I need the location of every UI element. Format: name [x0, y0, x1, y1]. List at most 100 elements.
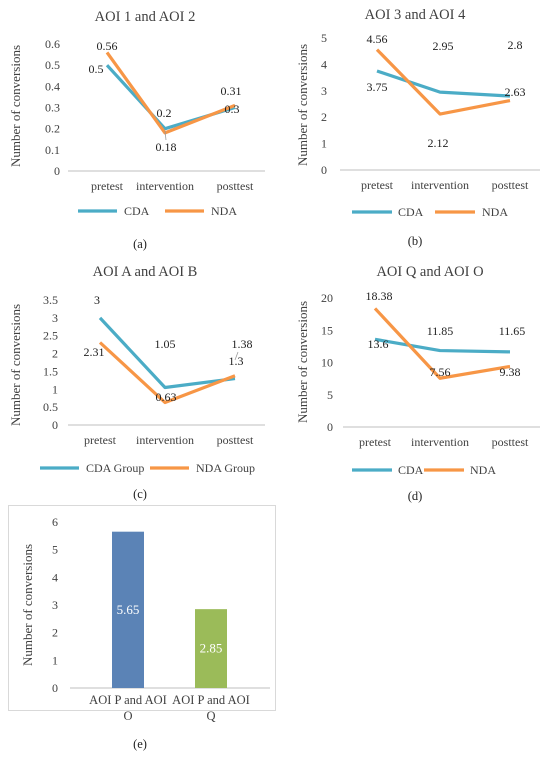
chart-a-ytick-label: 0 — [54, 164, 60, 178]
chart-b-ytick-label: 1 — [321, 137, 327, 151]
chart-c-series-line-0 — [98, 316, 236, 390]
chart-b: AOI 3 and AOI 4 Number of conversions 0 1… — [295, 7, 540, 248]
chart-c-labels: 3 1.05 1.3 2.31 0.63 1.38 — [84, 293, 253, 404]
chart-d-ylabel: Number of conversions — [295, 301, 310, 423]
chart-a-caption: (a) — [133, 237, 147, 251]
chart-b-labels: 3.75 2.95 2.8 4.56 2.12 2.63 — [367, 32, 526, 150]
chart-d-ytick-label: 10 — [321, 356, 333, 370]
chart-d-legend: CDA NDA — [352, 463, 496, 477]
chart-b-data-label: 2.8 — [508, 38, 523, 52]
chart-a-ytick-label: 0.6 — [45, 37, 60, 51]
chart-d-series-line-1 — [373, 307, 511, 380]
chart-d-data-label: 11.85 — [427, 324, 454, 338]
chart-c-data-label: 1.38 — [232, 337, 253, 351]
chart-b-lines — [375, 48, 511, 116]
chart-d-data-label: 9.38 — [500, 365, 521, 379]
chart-d-yticks: 0 5 10 15 20 — [321, 291, 333, 434]
chart-a-ytick-label: 0.1 — [45, 143, 60, 157]
chart-b-data-label: 3.75 — [367, 80, 388, 94]
chart-c-legend: CDA Group NDA Group — [40, 461, 255, 475]
chart-a-data-label: 0.5 — [89, 62, 104, 76]
chart-d-title: AOI Q and AOI O — [376, 264, 483, 280]
chart-c-ytick-label: 2.5 — [43, 329, 58, 343]
chart-e-yticks: 0 1 2 3 4 5 6 — [52, 515, 58, 695]
chart-d-ytick-label: 0 — [327, 420, 333, 434]
chart-b-xtick-label: intervention — [411, 178, 469, 192]
chart-e-xticks: AOI P and AOI O AOI P and AOI Q — [89, 693, 250, 723]
chart-d-ytick-label: 15 — [321, 323, 333, 337]
chart-a-xtick-label: pretest — [91, 179, 124, 193]
chart-a-data-label: 0.56 — [97, 39, 118, 53]
chart-e-ylabel: Number of conversions — [20, 544, 35, 666]
chart-e-caption: (e) — [133, 737, 147, 751]
chart-e-ytick-label: 4 — [52, 570, 58, 584]
chart-e-frame — [8, 505, 276, 711]
chart-c-data-label: 1.05 — [155, 337, 176, 351]
chart-a-leader — [164, 130, 167, 141]
chart-b-data-label: 4.56 — [367, 32, 388, 46]
chart-a-legend: CDA NDA — [78, 204, 237, 218]
chart-d-caption: (d) — [408, 489, 423, 503]
chart-c: AOI A and AOI B Number of conversions 00… — [8, 264, 265, 501]
chart-a-data-label: 0.2 — [157, 106, 172, 120]
chart-a-title: AOI 1 and AOI 2 — [95, 9, 196, 25]
chart-b-ytick-label: 4 — [321, 57, 327, 71]
chart-c-xtick-label: posttest — [217, 433, 254, 447]
chart-a-labels: 0.5 0.2 0.3 0.56 0.18 0.31 — [89, 39, 242, 154]
chart-d-lines — [373, 307, 511, 380]
chart-b-data-label: 2.12 — [428, 136, 449, 150]
chart-a-ytick-label: 0.2 — [45, 122, 60, 136]
chart-b-data-label: 2.63 — [505, 85, 526, 99]
chart-c-ytick-label: 3.5 — [43, 293, 58, 307]
chart-e-ytick-label: 0 — [52, 681, 58, 695]
chart-d-series-line-0 — [374, 337, 511, 354]
chart-b-legend: CDA NDA — [352, 205, 508, 219]
chart-b-legend-label: NDA — [482, 205, 508, 219]
chart-e-xtick-label: AOI P and AOI — [89, 693, 167, 707]
chart-d-ytick-label: 20 — [321, 291, 333, 305]
chart-c-ytick-label: 3 — [52, 311, 58, 325]
chart-b-xticks: pretest intervention posttest — [361, 178, 529, 192]
chart-b-series-line-0 — [376, 69, 511, 98]
chart-e-ytick-label: 6 — [52, 515, 58, 529]
chart-d-legend-label: CDA — [398, 463, 424, 477]
chart-a-data-label: 0.18 — [156, 140, 177, 154]
chart-b-caption: (b) — [408, 234, 423, 248]
chart-d-data-label: 11.65 — [499, 324, 526, 338]
chart-a-series-line-1 — [105, 51, 236, 135]
chart-c-ytick-label: 0 — [52, 418, 58, 432]
chart-e-bar — [112, 531, 144, 688]
chart-c-legend-label: CDA Group — [86, 461, 144, 475]
chart-c-xtick-label: pretest — [84, 433, 117, 447]
chart-c-data-label: 2.31 — [84, 345, 105, 359]
chart-a-lines — [105, 51, 236, 135]
chart-e-xtick-label: O — [123, 709, 132, 723]
chart-e-bars: 5.65 2.85 — [112, 531, 227, 688]
chart-c-xticks: pretest intervention posttest — [84, 433, 254, 447]
chart-a-data-label: 0.31 — [221, 84, 242, 98]
chart-c-lines — [98, 316, 236, 405]
chart-e-ytick-label: 3 — [52, 598, 58, 612]
chart-a-xticks: pretest intervention posttest — [91, 179, 254, 193]
chart-a: AOI 1 and AOI 2 Number of conversions 00… — [8, 9, 265, 251]
chart-e-ytick-label: 5 — [52, 543, 58, 557]
chart-b-ytick-label: 3 — [321, 84, 327, 98]
chart-c-ytick-label: 1 — [52, 382, 58, 396]
chart-c-ylabel: Number of conversions — [8, 304, 23, 426]
chart-b-yticks: 0 1 2 3 4 5 — [321, 31, 327, 177]
chart-c-series-line-1 — [98, 341, 236, 405]
chart-c-yticks: 0 0.5 1 1.5 2 2.5 3 3.5 — [43, 293, 58, 432]
chart-d-data-label: 7.56 — [430, 365, 451, 379]
chart-e-ytick-label: 2 — [52, 626, 58, 640]
chart-b-data-label: 2.95 — [433, 39, 454, 53]
chart-d-data-label: 18.38 — [366, 289, 393, 303]
chart-e-xtick-label: AOI P and AOI — [172, 693, 250, 707]
chart-b-xtick-label: posttest — [492, 178, 529, 192]
chart-c-data-label: 0.63 — [156, 390, 177, 404]
chart-b-series-line-1 — [375, 48, 511, 116]
chart-b-ytick-label: 0 — [321, 163, 327, 177]
chart-c-legend-label: NDA Group — [196, 461, 255, 475]
chart-b-xtick-label: pretest — [361, 178, 394, 192]
chart-d-xticks: pretest intervention posttest — [359, 435, 529, 449]
chart-e-bar-label: 2.85 — [200, 641, 223, 656]
